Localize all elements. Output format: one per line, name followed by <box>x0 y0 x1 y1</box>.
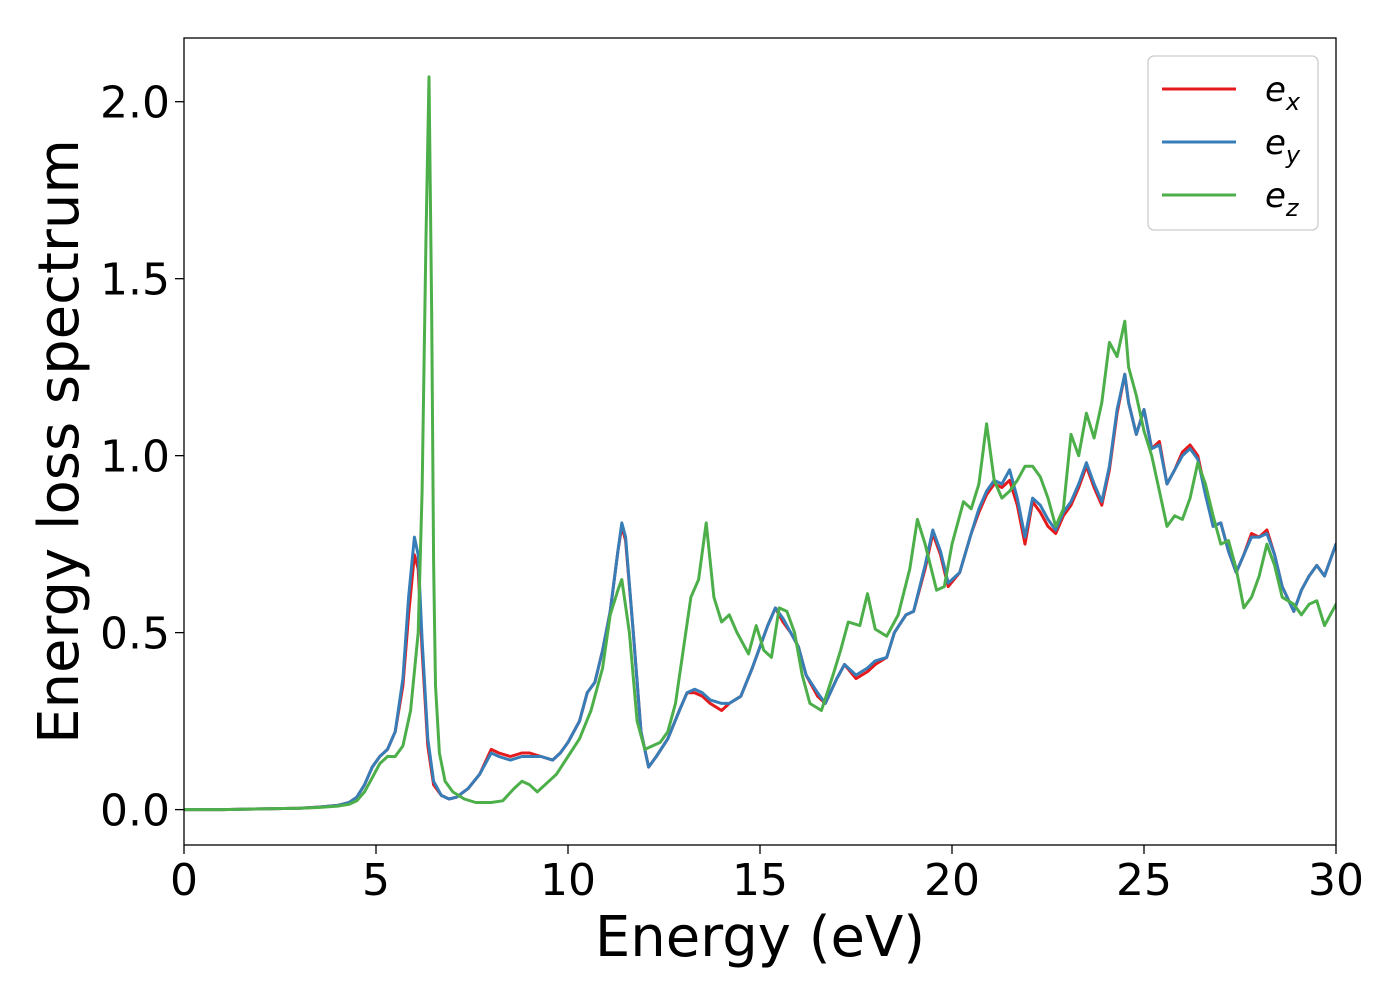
legend-label: ez <box>1265 176 1300 222</box>
legend-label: ey <box>1265 123 1301 169</box>
y-tick-label: 1.5 <box>100 255 170 306</box>
x-tick-label: 20 <box>924 855 980 906</box>
y-tick-label: 1.0 <box>100 432 170 483</box>
y-axis-title: Energy loss spectrum <box>27 139 92 744</box>
x-tick-label: 30 <box>1308 855 1364 906</box>
y-tick-label: 0.0 <box>100 786 170 837</box>
y-tick-label: 2.0 <box>100 78 170 129</box>
series-line-e-z <box>184 75 1336 812</box>
x-tick-label: 5 <box>362 855 390 906</box>
x-tick-label: 25 <box>1116 855 1172 906</box>
legend-label: ex <box>1265 70 1301 116</box>
series-line-e-y <box>184 372 1336 812</box>
legend: ex ey ez <box>1147 55 1319 231</box>
series-layer <box>184 75 1336 812</box>
y-tick-label: 0.5 <box>100 609 170 660</box>
x-tick-label: 0 <box>170 855 198 906</box>
x-axis-title: Energy (eV) <box>595 905 925 970</box>
y-axis: 0.0 0.5 1.0 1.5 2.0 <box>100 78 184 837</box>
series-line-e-x <box>184 372 1336 812</box>
x-axis: 0 5 10 15 20 25 30 <box>170 845 1364 906</box>
x-tick-label: 15 <box>732 855 788 906</box>
x-tick-label: 10 <box>540 855 596 906</box>
